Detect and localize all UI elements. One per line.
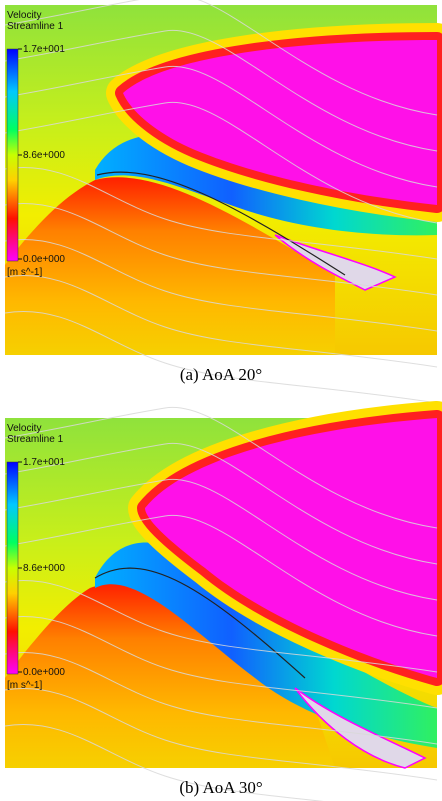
- colorbar-label: 8.6e+000: [23, 150, 65, 161]
- colorbar: [7, 49, 18, 261]
- colorbar: [7, 462, 18, 674]
- colorbar-label: 0.0e+000: [23, 667, 65, 678]
- legend-subtitle: Streamline 1: [7, 21, 64, 32]
- legend-title: Velocity: [7, 423, 41, 434]
- colorbar-label: 0.0e+000: [23, 254, 65, 265]
- legend-subtitle: Streamline 1: [7, 434, 64, 445]
- legend-title: Velocity: [7, 10, 41, 21]
- legend-unit: [m s^-1]: [7, 680, 42, 691]
- colorbar-label: 1.7e+001: [23, 457, 65, 468]
- colorbar-label: 1.7e+001: [23, 44, 65, 55]
- figure: VelocityStreamline 11.7e+0018.6e+0000.0e…: [0, 0, 442, 801]
- legend-unit: [m s^-1]: [7, 267, 42, 278]
- caption: (b) AoA 30°: [179, 778, 262, 797]
- colorbar-label: 8.6e+000: [23, 563, 65, 574]
- caption: (a) AoA 20°: [180, 365, 262, 384]
